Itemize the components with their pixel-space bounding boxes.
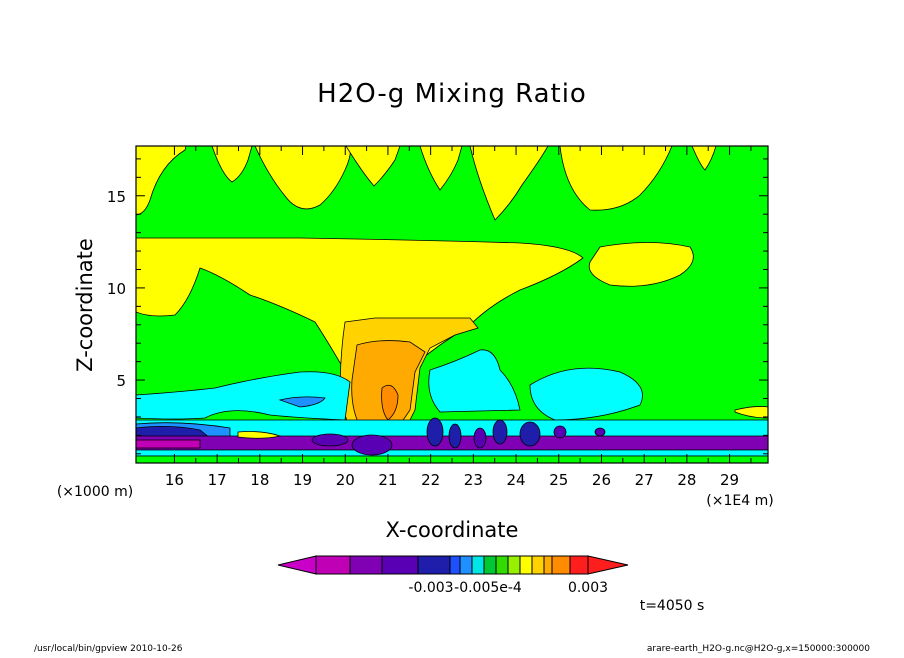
colorbar-swatch <box>569 555 589 575</box>
x-tick-label: 27 <box>635 471 654 489</box>
contour-yellow-upper <box>345 146 401 187</box>
colorbar-label-low: -0.003 <box>408 580 453 596</box>
x-unit-left: (×1000 m) <box>57 484 133 500</box>
x-tick-label: 26 <box>592 471 611 489</box>
contour-cyan-right <box>529 367 643 421</box>
colorbar-swatch <box>519 555 533 575</box>
x-tick-label: 20 <box>336 471 355 489</box>
colorbar-swatch <box>459 555 473 575</box>
colorbar-label-high: 0.003 <box>568 580 608 596</box>
turbulent-blob <box>311 433 349 447</box>
colorbar-swatch <box>449 555 461 575</box>
colorbar-swatch <box>349 555 383 575</box>
contour-cyan-bottom <box>136 449 768 457</box>
contour-yellow-upper <box>419 146 463 191</box>
y-tick-label: 5 <box>116 372 126 390</box>
x-tick-label: 25 <box>549 471 568 489</box>
contour-cyan-mid <box>428 349 521 413</box>
colorbar-swatch <box>495 555 509 575</box>
turbulent-blob <box>448 423 462 449</box>
y-tick-label: 15 <box>107 188 126 206</box>
contour-yellow-upper <box>691 146 717 171</box>
x-axis-label: X-coordinate <box>386 518 519 542</box>
y-axis: 5 10 15 <box>107 158 768 455</box>
colorbar-swatch <box>471 555 485 575</box>
x-unit-right: (×1E4 m) <box>706 493 773 509</box>
contour-yellow-anvil <box>136 237 584 381</box>
colorbar-swatch <box>315 555 351 575</box>
x-tick-label: 23 <box>464 471 483 489</box>
x-tick-label: 22 <box>421 471 440 489</box>
turbulent-blob <box>426 417 444 447</box>
x-tick-label: 17 <box>208 471 227 489</box>
time-label: t=4050 s <box>640 598 705 614</box>
contour-yellow-bottom-left <box>237 431 282 439</box>
x-axis: 16 17 18 19 20 21 22 23 24 25 26 27 28 29 <box>165 146 752 489</box>
turbulent-blob <box>351 434 393 456</box>
colorbar <box>277 555 629 575</box>
x-tick-label: 24 <box>507 471 526 489</box>
x-tick-label: 16 <box>165 471 184 489</box>
contour-yellow-right-edge <box>734 406 768 419</box>
contour-darkorange <box>381 384 399 421</box>
turbulent-blob <box>473 427 487 449</box>
x-tick-label: 19 <box>293 471 312 489</box>
footer-left: /usr/local/bin/gpview 2010-10-26 <box>34 644 183 654</box>
colorbar-high-arrow <box>587 555 629 575</box>
contour-yellow-upper <box>559 146 673 211</box>
colorbar-label-mid: -0.005e-4 <box>454 580 522 596</box>
contour-magenta-layer <box>136 439 201 449</box>
footer-right: arare-earth_H2O-g.nc@H2O-g,x=150000:3000… <box>647 644 870 654</box>
contour-yellow-upper <box>136 146 187 216</box>
contour-yellow-right <box>588 242 694 287</box>
contour-blue-left <box>278 396 326 408</box>
y-axis-label: Z-coordinate <box>73 238 97 372</box>
contour-yellow-upper <box>469 146 549 221</box>
turbulent-blob <box>519 421 541 447</box>
colorbar-swatch <box>551 555 571 575</box>
colorbar-swatch <box>531 555 545 575</box>
colorbar-swatch <box>381 555 419 575</box>
colorbar-swatch <box>543 555 553 575</box>
x-tick-label: 28 <box>677 471 696 489</box>
contour-yellow-upper <box>211 146 253 183</box>
turbulent-blob <box>492 419 508 445</box>
turbulent-region <box>311 417 606 456</box>
turbulent-blob <box>553 425 567 439</box>
contour-field <box>136 146 768 463</box>
x-tick-label: 21 <box>378 471 397 489</box>
x-tick-label: 29 <box>720 471 739 489</box>
x-tick-label: 18 <box>250 471 269 489</box>
colorbar-swatch <box>507 555 521 575</box>
chart-title: H2O-g Mixing Ratio <box>317 79 587 109</box>
contour-yellow-upper <box>254 146 351 210</box>
colorbar-swatch <box>417 555 451 575</box>
turbulent-blob <box>594 427 606 437</box>
colorbar-low-arrow <box>277 555 317 575</box>
colorbar-swatch <box>483 555 497 575</box>
y-tick-label: 10 <box>107 280 126 298</box>
